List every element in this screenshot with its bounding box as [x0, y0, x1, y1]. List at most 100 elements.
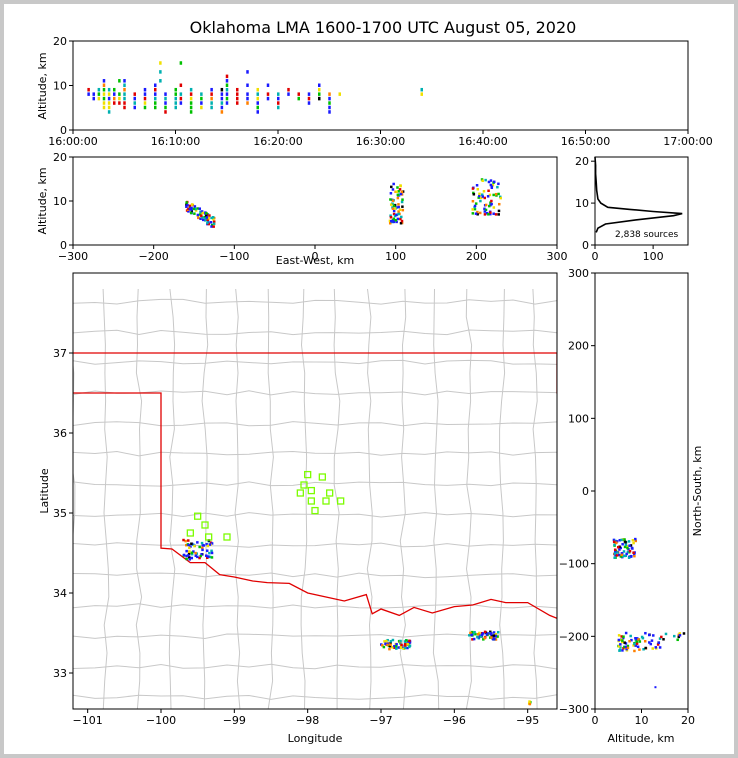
- east-west-source: [210, 223, 214, 227]
- plan-view-source: [204, 554, 208, 557]
- east-west-source: [186, 203, 189, 207]
- north-south-source: [632, 551, 635, 554]
- north-south-source: [631, 539, 635, 542]
- lma-station-marker: [307, 497, 315, 505]
- time-height-source: [123, 92, 126, 96]
- east-west-source: [392, 217, 396, 221]
- county-line: [73, 572, 557, 579]
- source-count-annotation: 2,838 sources: [615, 230, 679, 240]
- east-west-source: [213, 220, 216, 223]
- time-height-source: [246, 101, 249, 105]
- north-south-source: [678, 634, 682, 637]
- plan-view-ytick-label: 34: [53, 587, 67, 600]
- time-height-source: [102, 83, 106, 87]
- east-west-source: [391, 219, 395, 222]
- plan-view-source: [400, 643, 403, 647]
- plan-view-source: [185, 557, 188, 561]
- plan-view-xtick-label: −101: [73, 714, 103, 727]
- time-height-source: [102, 105, 106, 110]
- time-height-source: [287, 92, 290, 96]
- county-line: [73, 694, 557, 700]
- east-west-source: [499, 196, 502, 200]
- east-west-source: [483, 196, 486, 200]
- plan-view-source: [472, 637, 476, 641]
- plan-view-ylabel: Latitude: [38, 468, 51, 514]
- north-south-source: [635, 642, 639, 645]
- time-height-source: [118, 92, 121, 96]
- east-west-source: [490, 185, 494, 188]
- time-height-source: [225, 96, 229, 101]
- east-west-source: [401, 208, 405, 212]
- time-height-source: [123, 83, 126, 87]
- east-west-source: [193, 212, 196, 215]
- north-south-source: [626, 644, 630, 648]
- time-height-source: [210, 101, 213, 105]
- plan-view-source: [490, 636, 493, 639]
- plan-view-source: [494, 632, 498, 636]
- east-west-source: [487, 213, 490, 216]
- time-height-source: [107, 110, 111, 114]
- east-west-source: [400, 200, 404, 204]
- time-height-source: [328, 96, 331, 101]
- plan-view-source: [481, 632, 485, 635]
- time-height-source: [113, 92, 116, 96]
- time-height-source: [220, 96, 224, 101]
- east-west-source: [487, 189, 490, 193]
- east-west-source: [190, 203, 194, 206]
- plan-view-source: [477, 636, 480, 639]
- east-west-source: [492, 193, 495, 197]
- east-west-source: [210, 216, 213, 220]
- time-height-source: [277, 105, 280, 110]
- plan-view-source: [192, 550, 195, 553]
- east-west-source: [394, 218, 398, 222]
- plan-view-source: [388, 644, 392, 648]
- north-south-source: [677, 635, 681, 639]
- time-height-source: [256, 105, 259, 110]
- east-west-source: [398, 208, 402, 211]
- east-west-source: [212, 218, 215, 221]
- east-west-source: [473, 207, 477, 211]
- plan-view-source: [468, 634, 471, 637]
- north-south-frame: [594, 272, 689, 710]
- east-west-source: [476, 210, 479, 214]
- east-west-source: [190, 208, 193, 211]
- plan-view-source: [404, 646, 407, 650]
- time-height-source: [179, 61, 183, 65]
- time-height-source: [118, 101, 121, 105]
- time-height-source: [200, 105, 203, 110]
- north-south-ytick-label: −200: [559, 630, 589, 643]
- plan-view-source: [470, 630, 474, 634]
- plan-view-source: [474, 632, 477, 636]
- east-west-source: [389, 203, 393, 206]
- east-west-source: [399, 217, 402, 221]
- time-height-source: [87, 92, 90, 96]
- north-south-source: [623, 554, 626, 558]
- time-height-xtick-label: 16:00:00: [48, 135, 97, 148]
- county-line: [168, 288, 176, 709]
- east-west-source: [194, 209, 198, 212]
- time-height-source: [189, 96, 193, 101]
- east-west-ylabel: Altitude, km: [36, 167, 49, 234]
- east-west-source: [480, 178, 484, 181]
- north-south-xtick-label: 20: [681, 714, 695, 727]
- north-south-source: [662, 638, 665, 641]
- north-south-source: [612, 540, 616, 544]
- plan-view-source: [480, 633, 484, 636]
- time-height-source: [154, 101, 157, 105]
- plan-view-source: [206, 544, 210, 548]
- time-height-source: [420, 87, 423, 92]
- plan-view-panel: Latitude Longitude −101 −100 −99 −98 −97 −96 −…: [38, 272, 558, 745]
- time-height-source: [123, 101, 126, 105]
- plan-view-source: [210, 551, 214, 555]
- north-south-source: [617, 634, 621, 637]
- county-line: [73, 421, 557, 427]
- north-south-source: [619, 643, 622, 646]
- time-height-source: [225, 79, 229, 83]
- north-south-source: [617, 645, 621, 648]
- time-height-source: [143, 96, 147, 101]
- county-line: [432, 288, 440, 709]
- north-south-source: [620, 553, 623, 557]
- east-west-source: [476, 213, 479, 216]
- county-line: [532, 288, 538, 709]
- plan-view-source: [193, 544, 196, 548]
